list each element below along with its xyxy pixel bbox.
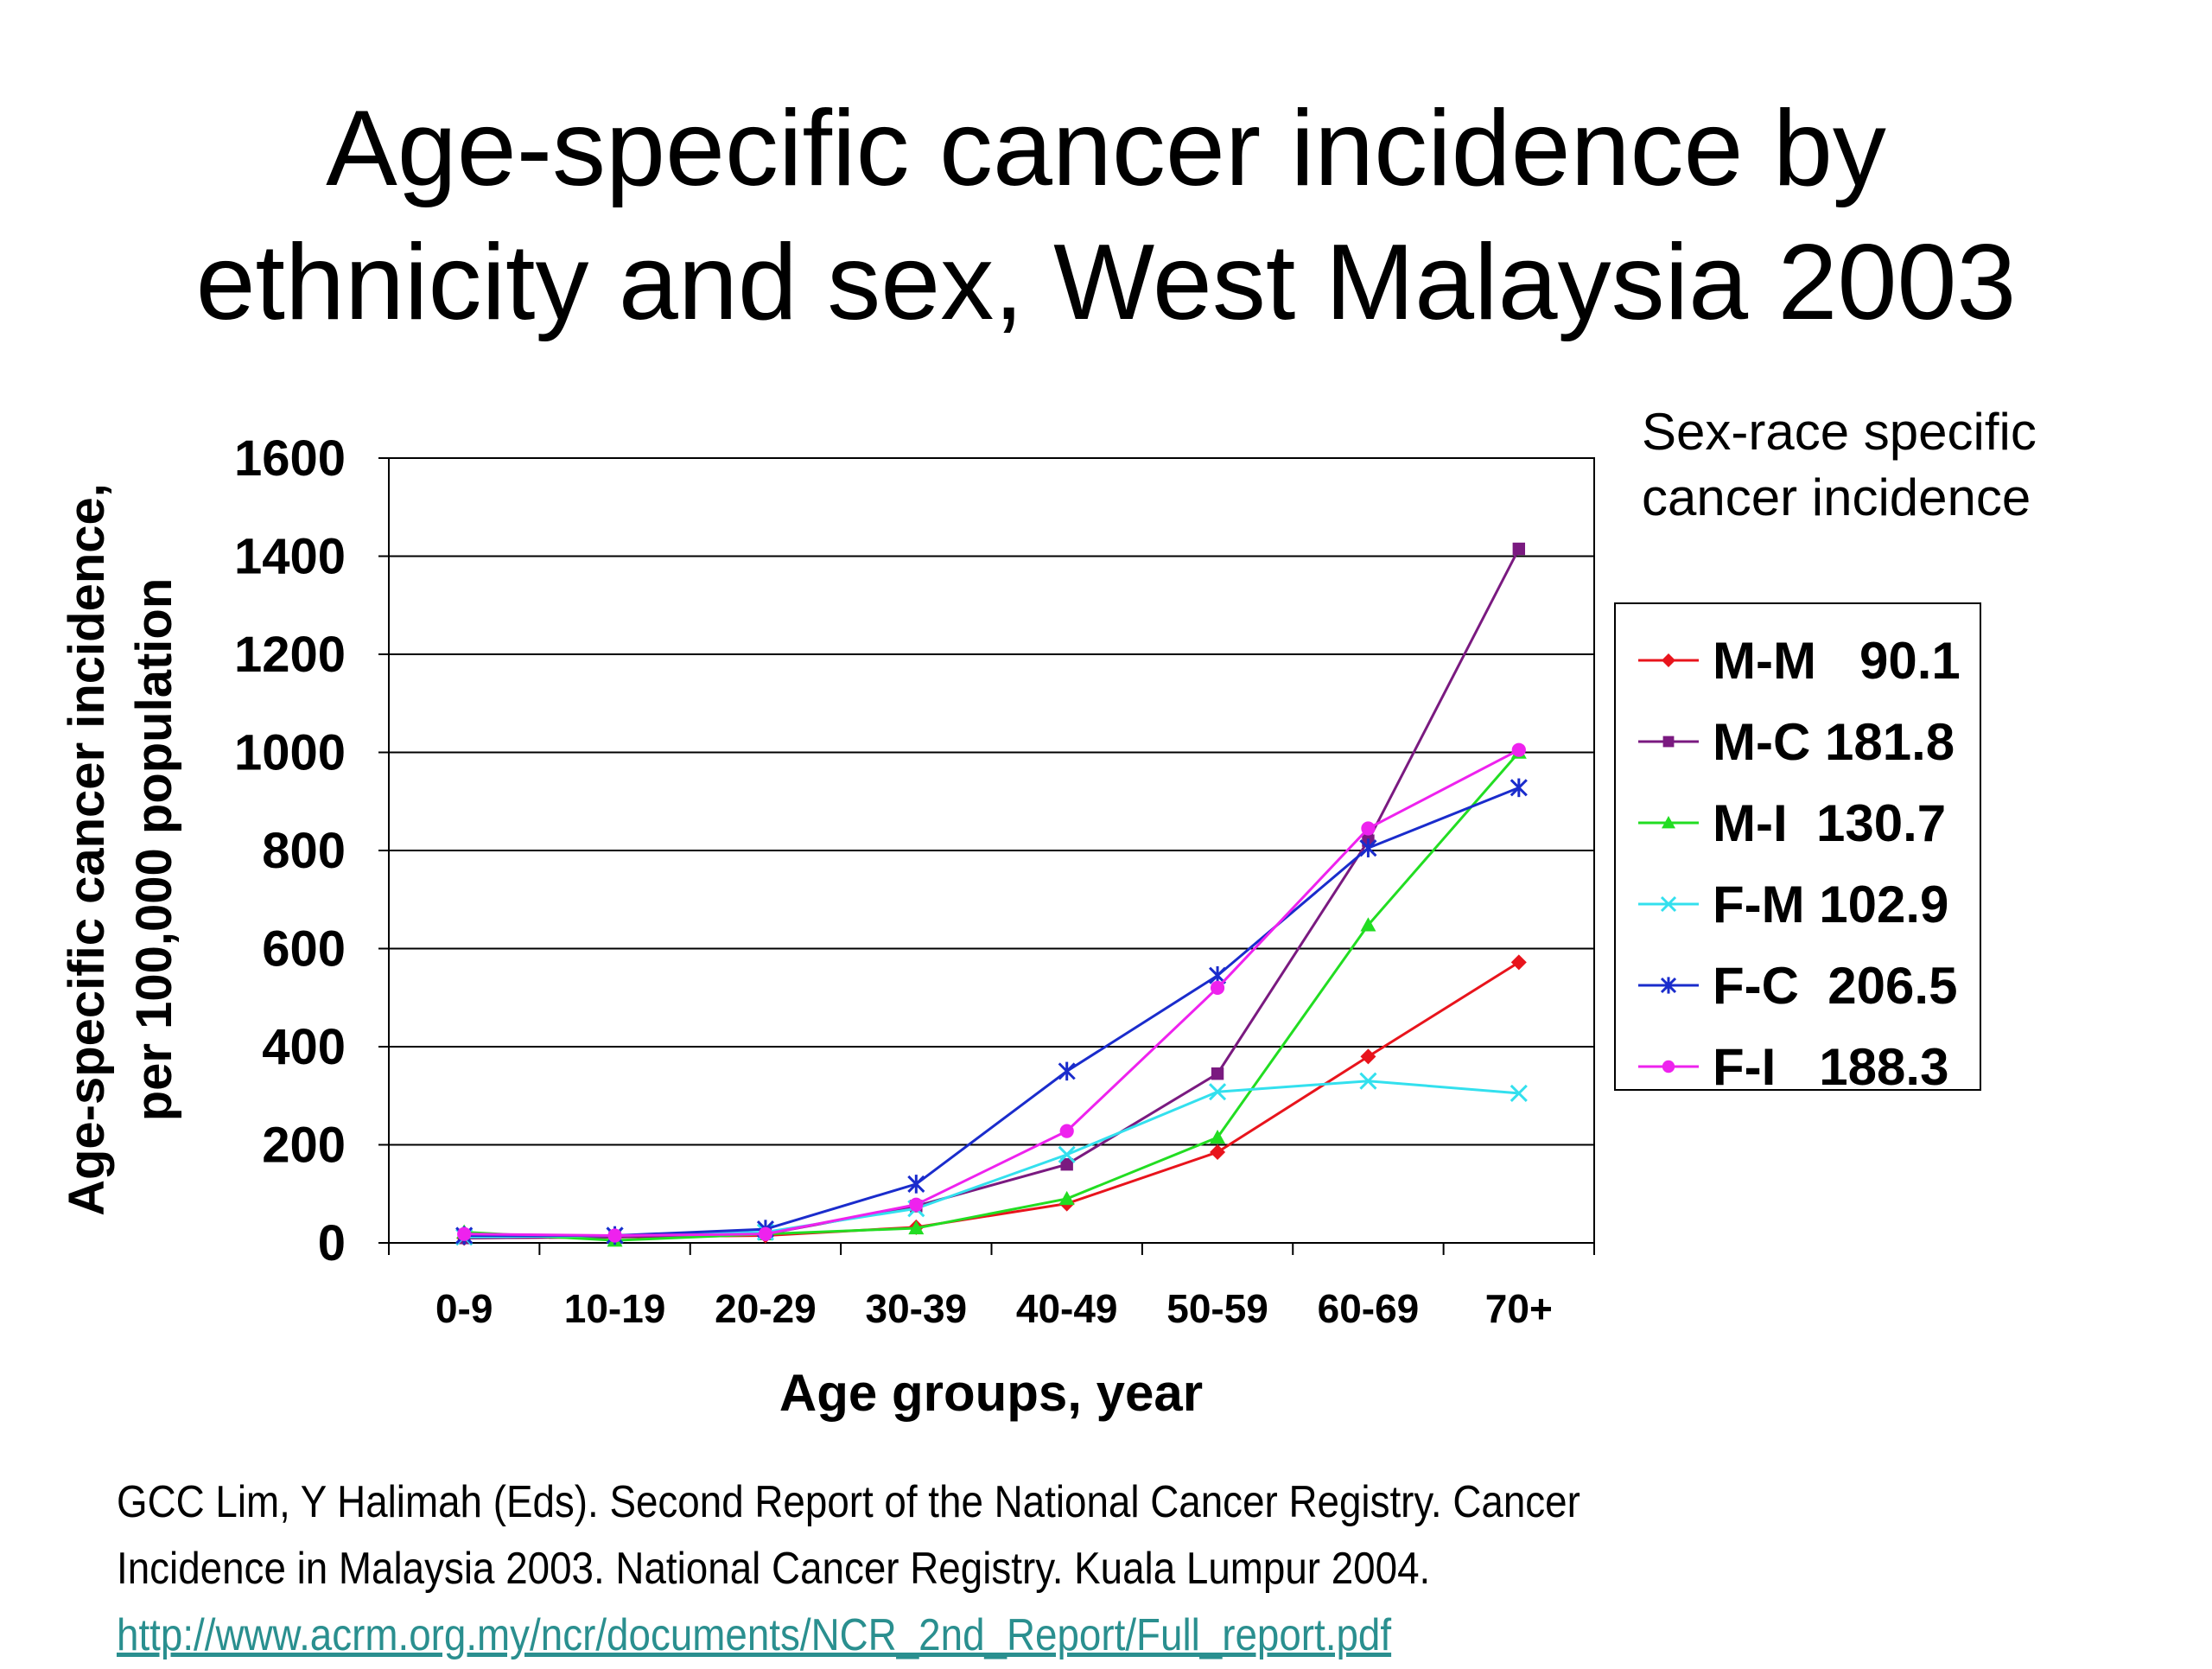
circle-marker bbox=[1662, 1060, 1675, 1073]
series-line bbox=[464, 548, 1521, 1239]
series-m-c bbox=[457, 542, 1526, 1245]
x-tick-label: 30-39 bbox=[865, 1286, 967, 1331]
legend-swatch bbox=[1638, 653, 1699, 667]
series-m-m bbox=[456, 954, 1527, 1246]
legend-label: F-M 102.9 bbox=[1713, 875, 1949, 933]
legend-heading-line-2: cancer incidence bbox=[1642, 468, 2031, 526]
x-marker bbox=[1359, 1072, 1377, 1090]
circle-marker bbox=[457, 1226, 472, 1241]
y-axis-title-line: Age-specific cancer incidence, bbox=[59, 483, 115, 1216]
series-line bbox=[464, 961, 1520, 1239]
title-line-1: Age-specific cancer incidence by bbox=[326, 89, 1886, 208]
circle-marker bbox=[1210, 980, 1225, 995]
x-tick-label: 10-19 bbox=[564, 1286, 666, 1331]
circle-marker bbox=[758, 1226, 773, 1241]
x-tick-label: 0-9 bbox=[435, 1286, 493, 1331]
star-marker bbox=[907, 1175, 925, 1194]
legend-swatch bbox=[1638, 895, 1699, 913]
legend-item-m-i: M-I 130.7 bbox=[1638, 782, 1946, 863]
y-tick-label: 1200 bbox=[234, 627, 346, 683]
series-f-c bbox=[455, 778, 1528, 1245]
citation: GCC Lim, Y Halimah (Eds). Second Report … bbox=[117, 1469, 1904, 1669]
legend-swatch bbox=[1638, 736, 1699, 748]
diamond-marker bbox=[1662, 653, 1675, 667]
triangle-marker bbox=[1058, 1190, 1075, 1206]
y-axis-title: Age-specific cancer incidence, per 100,00… bbox=[59, 483, 182, 1216]
series-m-i bbox=[456, 744, 1527, 1247]
diamond-marker bbox=[1510, 954, 1527, 971]
x-marker bbox=[1209, 1083, 1227, 1101]
circle-marker bbox=[1511, 742, 1526, 757]
series-f-m bbox=[455, 1072, 1528, 1246]
line-chart: 0 200 400 600 800 1000 1200 1400 1600 0-9 10-19 20-… bbox=[59, 430, 1595, 1422]
series-line bbox=[464, 749, 1520, 1237]
legend-heading-line-1: Sex-race specific bbox=[1642, 403, 2037, 461]
y-tick-label: 1000 bbox=[234, 725, 346, 781]
star-marker bbox=[1359, 838, 1377, 857]
legend-label: M-M 90.1 bbox=[1713, 631, 1961, 690]
x-marker-stroke bbox=[1359, 1072, 1377, 1090]
legend-item-f-c: F-C 206.5 bbox=[1638, 945, 1957, 1026]
x-tick-label: 20-29 bbox=[715, 1286, 817, 1331]
y-tick-label: 1400 bbox=[234, 529, 346, 585]
legend-item-m-c: M-C 181.8 bbox=[1638, 701, 1955, 782]
x-tick-label: 70+ bbox=[1485, 1286, 1553, 1331]
series-line bbox=[464, 751, 1520, 1242]
square-marker bbox=[1512, 542, 1526, 556]
legend-item-m-m: M-M 90.1 bbox=[1638, 620, 1961, 701]
star-marker bbox=[1058, 1061, 1076, 1081]
y-tick-label: 0 bbox=[318, 1215, 346, 1271]
legend-heading: Sex-race specific cancer incidence bbox=[1642, 399, 2037, 531]
triangle-marker bbox=[1662, 816, 1675, 829]
x-marker-stroke bbox=[1510, 1084, 1528, 1102]
star-marker bbox=[1510, 778, 1528, 798]
square-marker bbox=[1662, 736, 1675, 748]
square-marker bbox=[1211, 1067, 1224, 1080]
x-tick-label: 40-49 bbox=[1016, 1286, 1118, 1331]
legend-label: F-I 188.3 bbox=[1713, 1037, 1949, 1096]
circle-marker bbox=[607, 1228, 622, 1243]
x-marker-stroke bbox=[1058, 1145, 1076, 1163]
triangle-marker bbox=[1360, 917, 1376, 932]
legend-swatch bbox=[1638, 1060, 1699, 1073]
legend-label: M-I 130.7 bbox=[1713, 793, 1947, 852]
x-marker bbox=[1660, 895, 1677, 913]
legend-swatch bbox=[1638, 977, 1699, 994]
citation-line-2: Incidence in Malaysia 2003. National Can… bbox=[117, 1544, 1431, 1594]
y-tick-label: 600 bbox=[262, 921, 346, 978]
y-axis-title-line: per 100,000 population bbox=[126, 578, 182, 1122]
y-tick-label: 400 bbox=[262, 1019, 346, 1075]
legend-item-f-i: F-I 188.3 bbox=[1638, 1026, 1948, 1107]
y-tick-label: 1600 bbox=[234, 430, 346, 487]
y-tick-label: 200 bbox=[262, 1118, 346, 1174]
diamond-marker bbox=[1360, 1048, 1376, 1065]
x-tick-label: 50-59 bbox=[1166, 1286, 1268, 1331]
x-tick-label: 60-69 bbox=[1318, 1286, 1420, 1331]
circle-marker bbox=[1059, 1124, 1074, 1138]
x-axis-title: Age groups, year bbox=[779, 1364, 1203, 1422]
legend-label: F-C 206.5 bbox=[1713, 956, 1958, 1015]
triangle-marker bbox=[908, 1220, 925, 1235]
x-marker bbox=[1510, 1084, 1528, 1102]
circle-marker bbox=[1361, 821, 1376, 836]
x-marker bbox=[1058, 1145, 1076, 1163]
citation-link[interactable]: http://www.acrm.org.my/ncr/documents/NCR… bbox=[117, 1610, 1392, 1660]
x-marker-stroke bbox=[1660, 895, 1677, 913]
title-line-2: ethnicity and sex, West Malaysia 2003 bbox=[195, 223, 2017, 342]
legend-label: M-C 181.8 bbox=[1713, 712, 1955, 771]
series-f-i bbox=[457, 742, 1526, 1243]
circle-marker bbox=[909, 1197, 924, 1212]
star-marker bbox=[1660, 977, 1677, 994]
citation-line-1: GCC Lim, Y Halimah (Eds). Second Report … bbox=[117, 1477, 1580, 1527]
square-marker bbox=[1060, 1158, 1073, 1171]
triangle-marker bbox=[1210, 1129, 1226, 1144]
y-tick-label: 800 bbox=[262, 823, 346, 879]
x-marker-stroke bbox=[1209, 1083, 1227, 1101]
page-title: Age-specific cancer incidence by ethnici… bbox=[0, 82, 2212, 350]
chart-legend: M-M 90.1 M-C 181.8 M-I 130.7 F-M 102.9 F-C 2… bbox=[1614, 602, 1981, 1096]
diamond-marker bbox=[1210, 1144, 1226, 1161]
legend-item-f-m: F-M 102.9 bbox=[1638, 863, 1948, 945]
legend-swatch bbox=[1638, 816, 1699, 829]
